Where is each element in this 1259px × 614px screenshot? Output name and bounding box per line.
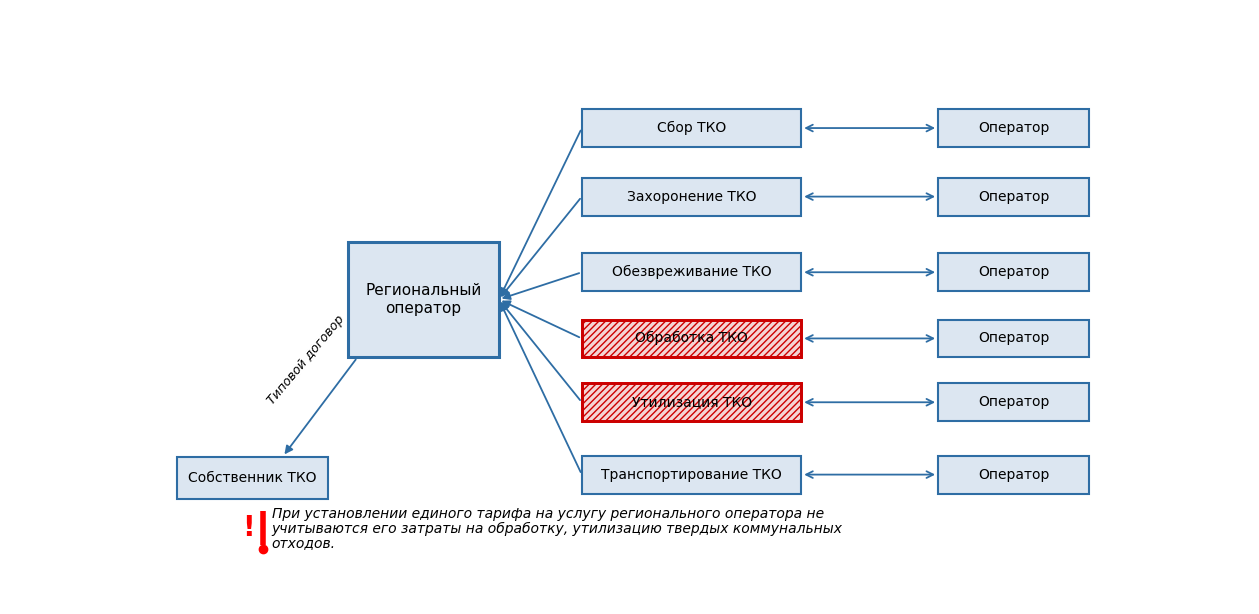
FancyBboxPatch shape xyxy=(582,383,802,421)
Text: Обезвреживание ТКО: Обезвреживание ТКО xyxy=(612,265,772,279)
Text: При установлении единого тарифа на услугу регионального оператора не: При установлении единого тарифа на услуг… xyxy=(272,507,823,521)
Text: !: ! xyxy=(242,515,254,543)
FancyBboxPatch shape xyxy=(938,177,1089,216)
Text: Оператор: Оператор xyxy=(978,332,1049,346)
FancyBboxPatch shape xyxy=(582,109,802,147)
Text: Оператор: Оператор xyxy=(978,468,1049,481)
FancyBboxPatch shape xyxy=(176,457,329,499)
FancyBboxPatch shape xyxy=(938,254,1089,291)
Text: Захоронение ТКО: Захоронение ТКО xyxy=(627,190,757,204)
Text: Оператор: Оператор xyxy=(978,265,1049,279)
Text: Собственник ТКО: Собственник ТКО xyxy=(189,471,317,485)
FancyBboxPatch shape xyxy=(582,177,802,216)
FancyBboxPatch shape xyxy=(938,383,1089,421)
Text: Транспортирование ТКО: Транспортирование ТКО xyxy=(602,468,782,481)
Text: Оператор: Оператор xyxy=(978,395,1049,410)
FancyBboxPatch shape xyxy=(582,319,802,357)
FancyBboxPatch shape xyxy=(938,319,1089,357)
FancyBboxPatch shape xyxy=(938,109,1089,147)
Text: Утилизация ТКО: Утилизация ТКО xyxy=(632,395,752,410)
FancyBboxPatch shape xyxy=(347,241,499,357)
Text: отходов.: отходов. xyxy=(272,535,336,550)
Text: Сбор ТКО: Сбор ТКО xyxy=(657,121,726,135)
Text: Оператор: Оператор xyxy=(978,121,1049,135)
FancyBboxPatch shape xyxy=(938,456,1089,494)
Text: Оператор: Оператор xyxy=(978,190,1049,204)
FancyBboxPatch shape xyxy=(582,456,802,494)
FancyBboxPatch shape xyxy=(582,254,802,291)
Text: учитываются его затраты на обработку, утилизацию твердых коммунальных: учитываются его затраты на обработку, ут… xyxy=(272,521,842,535)
Text: Типовой договор: Типовой договор xyxy=(264,313,346,407)
Text: Обработка ТКО: Обработка ТКО xyxy=(636,332,748,346)
Text: Региональный
оператор: Региональный оператор xyxy=(365,283,481,316)
